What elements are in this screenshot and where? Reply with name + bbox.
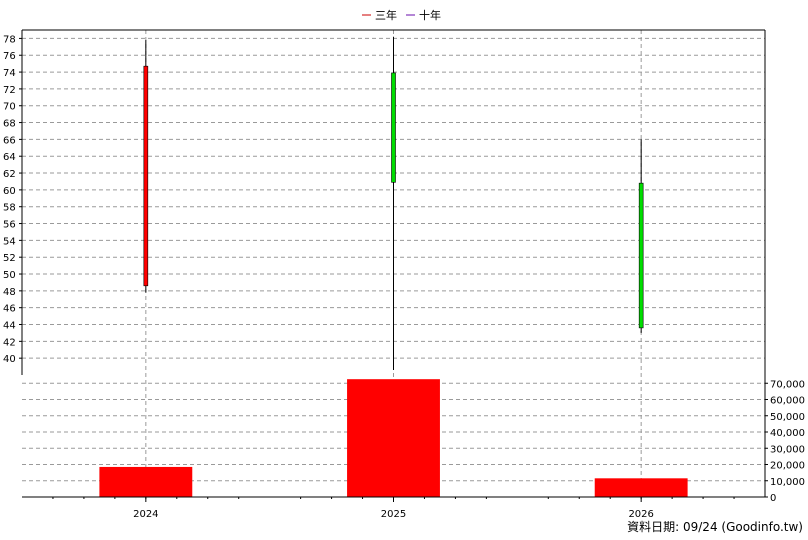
price-tick-label: 40 <box>3 354 16 365</box>
volume-tick-label: 40,000 <box>770 428 805 439</box>
x-axis-ticks: 2024 2025 2026 <box>52 497 735 520</box>
volume-tick-label: 10,000 <box>770 477 805 488</box>
volume-bars <box>99 379 688 497</box>
candles <box>143 36 644 370</box>
price-tick-label: 70 <box>3 102 16 113</box>
volume-axis-ticks: 0 10,000 20,000 30,000 40,000 50,000 60,000 70,… <box>765 379 805 504</box>
legend-label-three-year: 三年 <box>375 8 397 22</box>
volume-bar <box>594 478 688 497</box>
price-tick-label: 72 <box>3 85 16 96</box>
price-tick-label: 46 <box>3 304 16 315</box>
volume-tick-label: 70,000 <box>770 379 805 390</box>
price-tick-label: 56 <box>3 220 16 231</box>
data-date-footer: 資料日期: 09/24 (Goodinfo.tw) <box>627 520 803 534</box>
x-tick-label: 2026 <box>628 509 653 520</box>
candle-body <box>391 72 396 183</box>
volume-tick-label: 30,000 <box>770 444 805 455</box>
price-tick-label: 50 <box>3 270 16 281</box>
volume-tick-label: 60,000 <box>770 396 805 407</box>
price-tick-label: 60 <box>3 186 16 197</box>
x-tick-label: 2025 <box>381 509 406 520</box>
price-tick-label: 44 <box>3 321 16 332</box>
candle-body <box>638 182 644 329</box>
volume-bar <box>99 466 193 497</box>
legend-label-ten-year: 十年 <box>419 8 441 22</box>
price-tick-label: 62 <box>3 169 16 180</box>
legend: 三年 十年 <box>362 8 441 22</box>
candle-body <box>143 65 149 287</box>
price-tick-label: 78 <box>3 34 16 45</box>
price-tick-label: 66 <box>3 135 16 146</box>
price-tick-label: 64 <box>3 152 16 163</box>
price-tick-label: 54 <box>3 236 16 247</box>
price-tick-label: 74 <box>3 68 16 79</box>
volume-bar <box>347 379 440 497</box>
volume-tick-label: 50,000 <box>770 412 805 423</box>
price-tick-label: 58 <box>3 203 16 214</box>
price-tick-label: 48 <box>3 287 16 298</box>
price-axis-ticks: 40 42 44 46 48 50 52 54 56 58 60 62 64 66 68 70 72 74 76 78 <box>3 34 22 365</box>
price-tick-label: 52 <box>3 253 16 264</box>
x-tick-label: 2024 <box>133 509 158 520</box>
volume-tick-label: 0 <box>770 493 776 504</box>
price-tick-label: 42 <box>3 337 16 348</box>
volume-tick-label: 20,000 <box>770 461 805 472</box>
price-tick-label: 76 <box>3 51 16 62</box>
price-tick-label: 68 <box>3 119 16 130</box>
